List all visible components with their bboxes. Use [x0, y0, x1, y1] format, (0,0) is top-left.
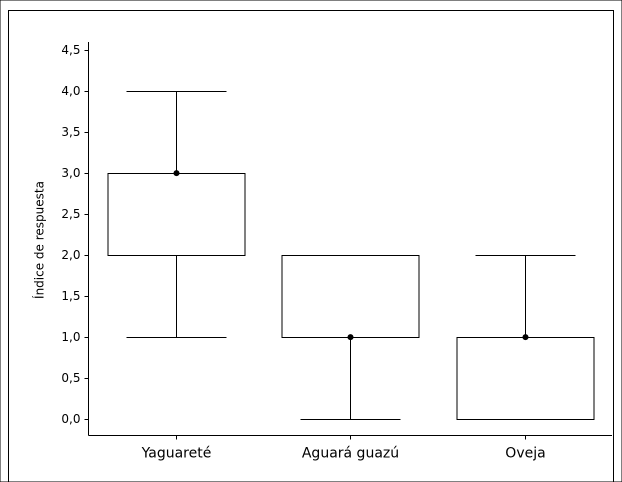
- x-tick-label: Oveja: [505, 446, 545, 462]
- y-tick-label: 1,5: [61, 289, 80, 303]
- y-axis-label: Índice de respuesta: [32, 181, 47, 299]
- y-tick-label: 4,0: [61, 84, 80, 98]
- frame: [8, 10, 614, 482]
- median: [347, 334, 354, 341]
- x-tick-label: Yaguareté: [141, 446, 212, 462]
- median: [522, 334, 529, 341]
- x-tick-label: Aguará guazú: [302, 446, 399, 462]
- median: [173, 170, 180, 177]
- y-tick-label: 2,0: [61, 248, 80, 262]
- y-tick-label: 2,5: [61, 207, 80, 221]
- y-tick-label: 4,5: [61, 43, 80, 57]
- y-tick-label: 1,0: [61, 330, 80, 344]
- y-tick-label: 3,5: [61, 125, 80, 139]
- y-tick-label: 0,0: [61, 412, 80, 426]
- y-tick-label: 3,0: [61, 166, 80, 180]
- y-tick-label: 0,5: [61, 371, 80, 385]
